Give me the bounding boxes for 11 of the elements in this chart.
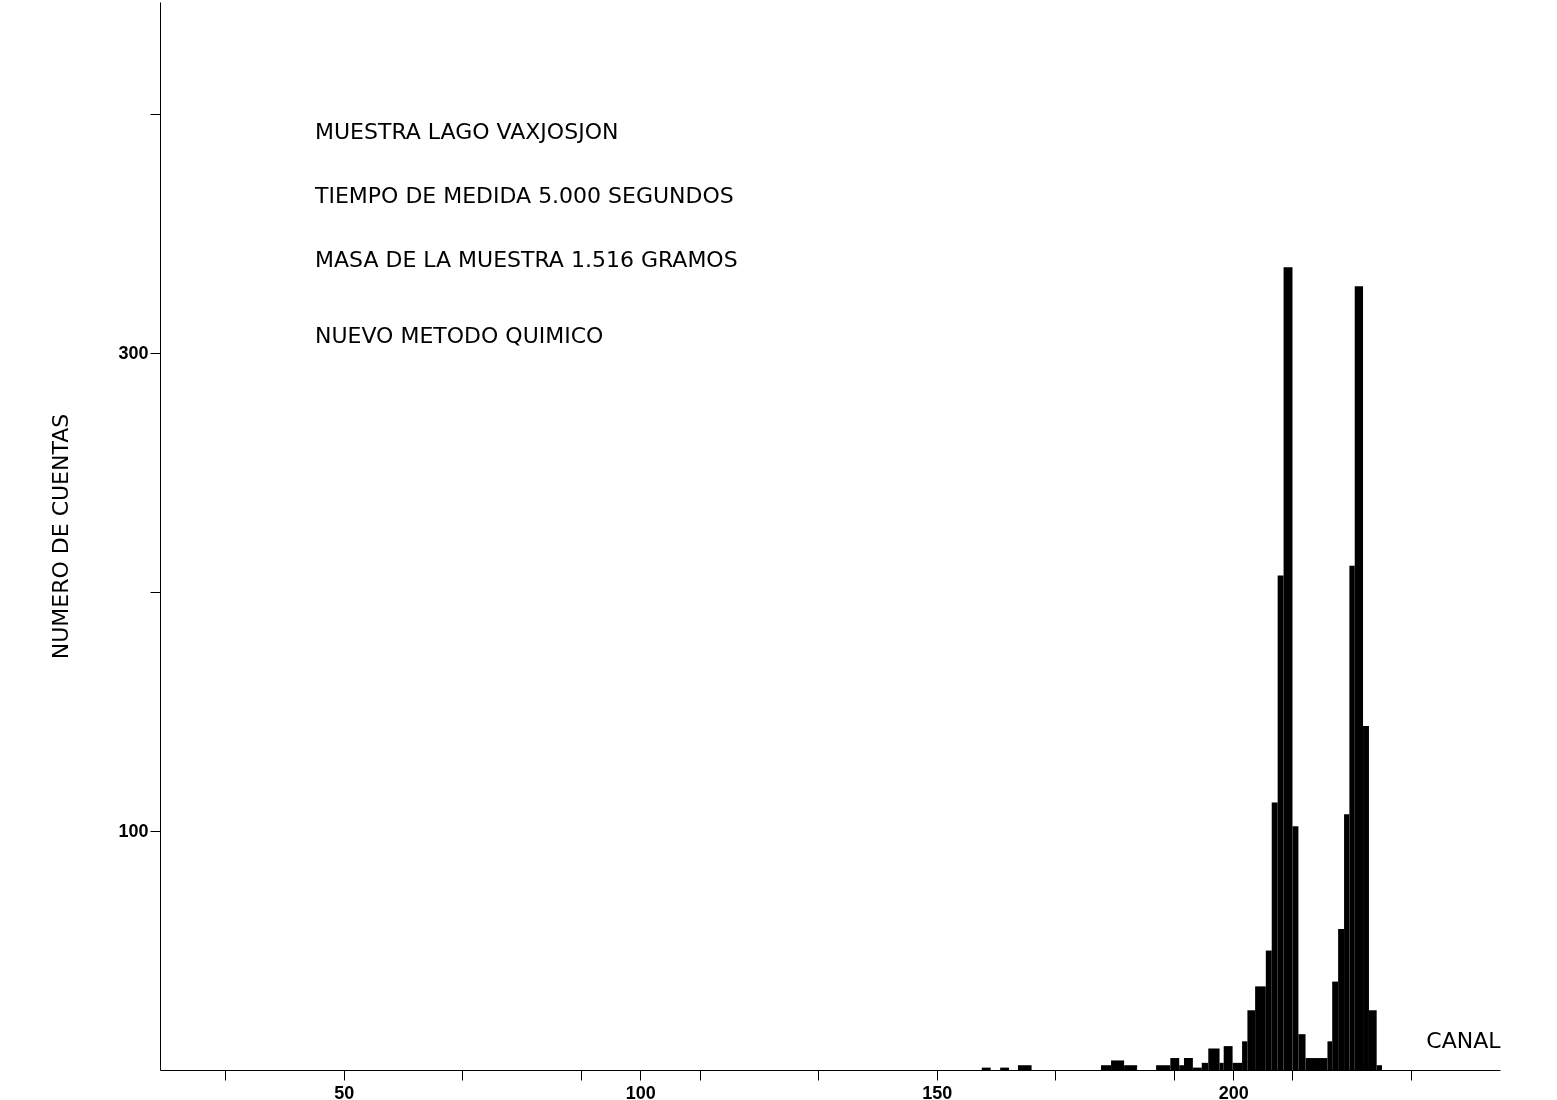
annotation: TIEMPO DE MEDIDA 5.000 SEGUNDOS [314, 183, 734, 208]
x-tick-label: 150 [922, 1082, 953, 1100]
x-tick-label: 200 [1218, 1082, 1249, 1100]
x-tick-label: 100 [625, 1082, 656, 1100]
y-tick-label: 300 [118, 342, 149, 363]
annotation: MUESTRA LAGO VAXJOSJON [315, 119, 619, 144]
annotation: MASA DE LA MUESTRA 1.516 GRAMOS [315, 247, 738, 272]
x-axis-title: CANAL [1426, 1027, 1502, 1053]
annotation: NUEVO METODO QUIMICO [315, 323, 604, 348]
x-tick-label: 50 [334, 1082, 355, 1100]
y-axis-title: NUMERO DE CUENTAS [48, 413, 74, 660]
